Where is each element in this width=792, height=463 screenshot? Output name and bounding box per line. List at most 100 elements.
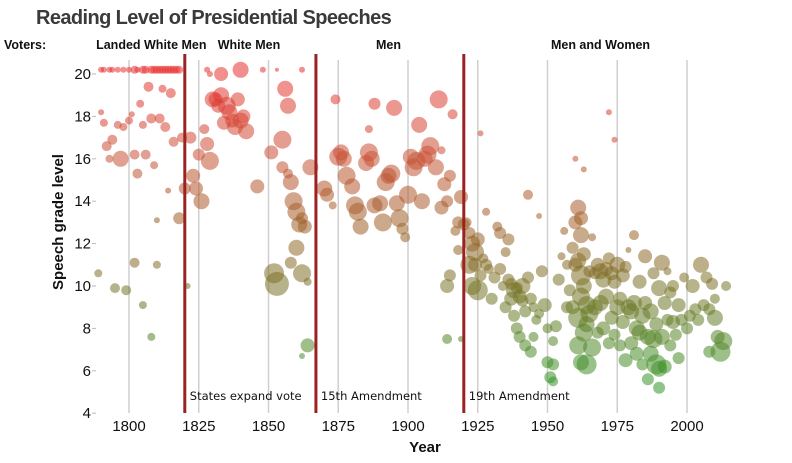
speech-point [535,265,548,278]
speech-point [399,185,417,204]
speech-point [664,339,677,352]
speech-point [552,273,565,286]
speech-point [147,332,156,341]
speech-point [138,120,147,129]
voter-era-label: Men and Women [551,38,650,52]
speech-point [626,295,642,311]
speech-point [709,293,720,304]
speech-point [173,212,186,225]
speech-point [572,155,579,162]
speech-point [136,99,145,108]
speech-point [453,245,464,255]
y-tick-label: 4 [83,405,91,422]
speech-point [450,225,461,236]
speech-point [502,233,515,246]
voter-era-label: Men [376,38,401,52]
speech-point [685,279,700,293]
event-label: 15th Amendment [321,389,422,403]
x-tick-label: 1825 [182,418,215,435]
speech-point [146,113,157,124]
speech-point [300,338,315,353]
speech-point [109,66,116,73]
speech-point [549,320,562,333]
speech-point [693,256,709,273]
speech-point [632,274,647,289]
speech-point [282,174,299,191]
speech-point [364,125,373,134]
speech-point [576,247,591,262]
speech-point [669,328,682,341]
speech-point [624,336,639,351]
speech-point [400,232,411,243]
speech-point [98,109,105,116]
y-tick-label: 20 [74,66,91,83]
speech-point [126,66,132,73]
speech-point [134,66,141,73]
y-tick-label: 6 [83,363,91,380]
speech-point [158,84,167,93]
speech-point [605,109,612,116]
speech-point [165,187,172,194]
speech-point [557,252,566,261]
speech-point [596,321,611,336]
speech-point [679,272,690,283]
speech-point [548,336,559,347]
speech-point [99,118,108,127]
speech-point [681,322,693,335]
speech-point [536,213,543,219]
speech-point [653,328,670,345]
speech-point [427,159,444,176]
speech-point [447,109,458,120]
speech-point [608,328,621,341]
speech-point [141,65,150,74]
y-tick-label: 8 [83,320,91,337]
chart-title: Reading Level of Presidential Speeches [36,7,392,29]
speech-point [288,239,305,256]
speech-point [230,92,245,107]
speech-point [165,88,176,99]
speech-point [580,166,587,173]
speech-point [168,136,179,147]
speech-point [636,358,649,371]
speech-point [522,271,534,284]
speech-point [153,217,160,224]
speech-point [363,150,380,167]
speech-point [250,179,265,194]
x-tick-label: 1900 [391,418,424,435]
x-tick-label: 1950 [531,418,564,435]
speech-point [454,190,468,204]
y-tick-label: 10 [74,278,91,295]
x-tick-label: 2000 [670,418,703,435]
voters-label: Voters: [4,38,46,52]
speech-point [344,178,361,195]
speech-point [277,80,294,97]
speech-point [657,359,672,374]
y-tick-label: 16 [74,151,91,168]
event-label: 19th Amendment [469,389,570,403]
x-axis-label: Year [409,439,441,456]
event-label: States expand vote [190,389,302,403]
speech-point [138,301,147,310]
speech-point [150,161,159,170]
speech-point [238,123,255,140]
speech-point [129,257,140,268]
speech-point [706,309,723,326]
speech-point [299,66,305,73]
speech-point [143,81,154,92]
speech-point [303,277,312,286]
speech-point [663,267,672,276]
speech-point [107,134,118,145]
speech-point [105,154,114,163]
speech-point [232,61,249,78]
speech-point [390,209,409,228]
speech-point [413,193,430,210]
speech-point [184,131,197,144]
speech-point [125,116,133,125]
speech-point [647,267,660,280]
speech-point [611,136,618,143]
speech-point [638,249,653,264]
speech-point [614,339,626,352]
speech-point [619,260,632,273]
speech-point [140,149,151,160]
